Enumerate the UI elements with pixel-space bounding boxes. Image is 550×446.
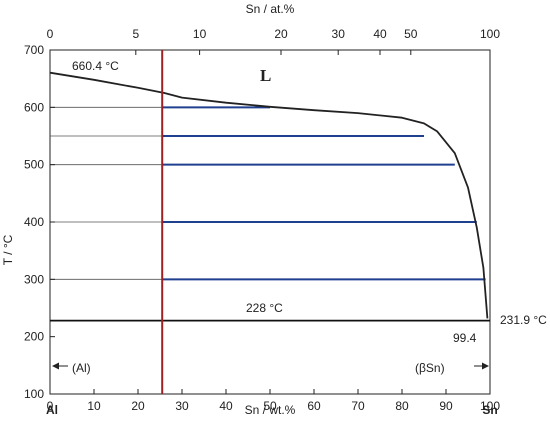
x-tick-label: 30 <box>175 399 189 413</box>
eutectic-temp-label: 228 °C <box>246 301 283 315</box>
x-tick-label: 70 <box>351 399 365 413</box>
top-tick-label: 100 <box>480 27 500 41</box>
y-tick-label: 200 <box>24 330 44 344</box>
x-tick-label: 0 <box>47 399 54 413</box>
tie-lines <box>162 106 486 281</box>
top-tick-label: 0 <box>47 27 54 41</box>
x-tick-label: 50 <box>263 399 277 413</box>
sn-phase-arrow-icon <box>474 362 489 370</box>
y-axis-label: T / °C <box>1 234 15 265</box>
y-tick-label: 100 <box>24 387 44 401</box>
al-melting-point-label: 660.4 °C <box>72 59 119 73</box>
x-tick-label: 100 <box>480 399 500 413</box>
sn-melting-point-label: 231.9 °C <box>500 313 547 327</box>
y-tick-label: 300 <box>24 272 44 286</box>
liquidus-curve <box>49 71 489 319</box>
x-axis-label-top: Sn / at.% <box>246 2 295 16</box>
top-tick-label: 5 <box>132 27 139 41</box>
temperature-guide-lines <box>50 106 163 280</box>
x-tick-label: 20 <box>131 399 145 413</box>
y-tick-label: 600 <box>24 100 44 114</box>
top-axis-ticks: 0 5 10 20 30 40 50 100 <box>47 27 500 55</box>
top-tick-label: 30 <box>332 27 346 41</box>
x-axis-ticks: 0 10 20 30 40 50 60 70 80 90 100 <box>47 389 500 413</box>
corner-label-sn: Sn <box>482 403 497 417</box>
y-tick-label: 500 <box>24 158 44 172</box>
top-tick-label: 20 <box>274 27 288 41</box>
y-tick-label: 400 <box>24 215 44 229</box>
x-tick-label: 90 <box>439 399 453 413</box>
al-phase-label: (Al) <box>72 361 91 375</box>
y-axis-ticks: 100 200 300 400 500 600 700 <box>24 43 55 401</box>
x-tick-label: 40 <box>219 399 233 413</box>
top-tick-label: 50 <box>404 27 418 41</box>
x-axis-label-bottom: Sn / wt.% <box>245 403 296 417</box>
sn-phase-label: (βSn) <box>415 361 445 375</box>
x-tick-label: 60 <box>307 399 321 413</box>
eutectic-composition-label: 99.4 <box>453 331 477 345</box>
liquidus-layer <box>49 50 490 394</box>
al-phase-arrow-icon <box>52 362 68 370</box>
y-tick-label: 700 <box>24 43 44 57</box>
corner-label-al: Al <box>46 403 58 417</box>
top-tick-label: 10 <box>193 27 207 41</box>
x-tick-label: 80 <box>395 399 409 413</box>
liquid-label: L <box>260 66 271 85</box>
top-tick-label: 40 <box>373 27 387 41</box>
x-tick-label: 10 <box>87 399 101 413</box>
